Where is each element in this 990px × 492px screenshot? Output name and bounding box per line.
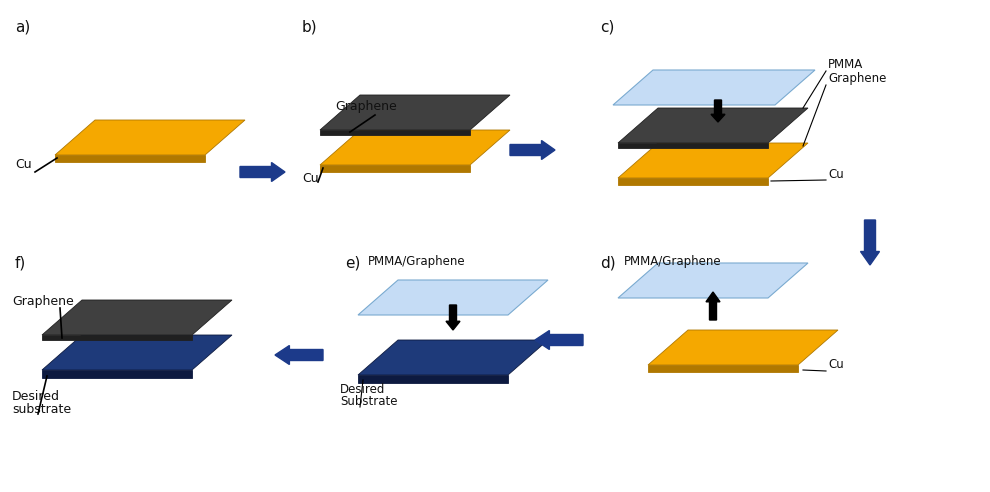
FancyArrow shape bbox=[275, 345, 323, 365]
Text: Cu: Cu bbox=[302, 172, 319, 185]
FancyArrow shape bbox=[240, 162, 285, 182]
Text: Cu: Cu bbox=[828, 358, 843, 371]
Text: Cu: Cu bbox=[828, 168, 843, 181]
Polygon shape bbox=[42, 370, 192, 378]
Polygon shape bbox=[618, 178, 768, 185]
Text: Graphene: Graphene bbox=[12, 295, 73, 308]
FancyArrow shape bbox=[446, 305, 460, 330]
FancyArrow shape bbox=[711, 100, 725, 122]
Text: e): e) bbox=[345, 255, 360, 270]
FancyArrow shape bbox=[535, 331, 583, 349]
Polygon shape bbox=[42, 335, 232, 370]
Text: f): f) bbox=[15, 255, 27, 270]
FancyArrow shape bbox=[706, 292, 720, 320]
Polygon shape bbox=[358, 375, 508, 383]
Text: Graphene: Graphene bbox=[828, 72, 886, 85]
Text: Desired: Desired bbox=[340, 383, 385, 396]
FancyArrow shape bbox=[510, 141, 555, 159]
Polygon shape bbox=[55, 120, 245, 155]
Polygon shape bbox=[613, 70, 815, 105]
Text: b): b) bbox=[302, 20, 318, 35]
Text: d): d) bbox=[600, 255, 616, 270]
Text: PMMA/Graphene: PMMA/Graphene bbox=[368, 255, 465, 268]
Text: Cu: Cu bbox=[15, 158, 32, 171]
Text: Graphene: Graphene bbox=[335, 100, 397, 113]
Text: Substrate: Substrate bbox=[340, 395, 398, 408]
Text: PMMA: PMMA bbox=[828, 58, 863, 71]
Polygon shape bbox=[648, 365, 798, 372]
Polygon shape bbox=[42, 300, 232, 335]
Polygon shape bbox=[618, 108, 808, 143]
Polygon shape bbox=[320, 95, 510, 130]
Polygon shape bbox=[42, 335, 192, 340]
Text: c): c) bbox=[600, 20, 615, 35]
Polygon shape bbox=[320, 130, 470, 135]
Text: substrate: substrate bbox=[12, 403, 71, 416]
Polygon shape bbox=[618, 143, 808, 178]
Polygon shape bbox=[618, 263, 808, 298]
Polygon shape bbox=[618, 143, 768, 148]
Polygon shape bbox=[55, 155, 205, 162]
Polygon shape bbox=[320, 165, 470, 172]
FancyArrow shape bbox=[860, 220, 879, 265]
Polygon shape bbox=[648, 330, 838, 365]
Text: a): a) bbox=[15, 20, 31, 35]
Text: Desired: Desired bbox=[12, 390, 60, 403]
Polygon shape bbox=[358, 340, 548, 375]
Polygon shape bbox=[358, 280, 548, 315]
Text: PMMA/Graphene: PMMA/Graphene bbox=[624, 255, 722, 268]
Polygon shape bbox=[320, 130, 510, 165]
